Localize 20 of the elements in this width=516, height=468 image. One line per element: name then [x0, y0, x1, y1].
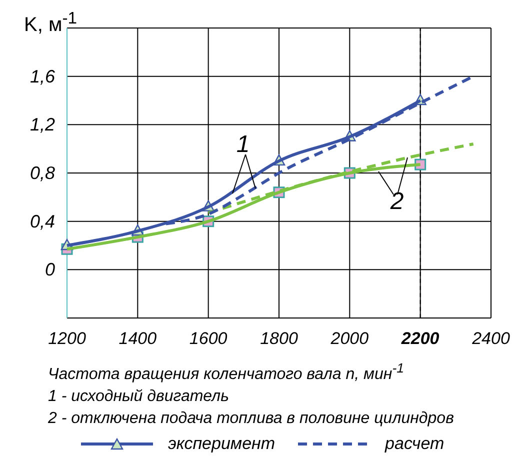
- y-tick-label: 0,8: [30, 163, 55, 183]
- y-axis-title: K, м$^{-1}$: [24, 8, 78, 36]
- annotation: 2: [389, 188, 405, 216]
- y-tick-label: 1,2: [30, 114, 55, 135]
- x-axis-title: Частота вращения коленчатого вала n, мин$^{-1}$: [48, 361, 404, 384]
- legend-label: расчет: [385, 434, 444, 454]
- text: 1 - исходный двигатель: [48, 388, 229, 406]
- annotation: 1: [235, 131, 251, 159]
- y-tick-label: 1,6: [30, 66, 56, 86]
- legend-label: эксперимент: [168, 434, 276, 454]
- x-tick-label: 2400: [471, 329, 510, 348]
- x-tick-label: 1400: [118, 329, 158, 348]
- x-tick-label: 1800: [260, 329, 298, 348]
- x-tick-label: 2000: [330, 329, 370, 348]
- x-tick-label: 2200: [400, 329, 440, 348]
- text: 2 - отключена подача топлива в половине цилиндров: [48, 410, 454, 428]
- y-tick-label: 0,4: [30, 211, 55, 232]
- x-tick-label: 1200: [48, 329, 86, 348]
- y-tick-label: 0: [44, 260, 55, 280]
- x-tick-label: 1600: [189, 329, 228, 348]
